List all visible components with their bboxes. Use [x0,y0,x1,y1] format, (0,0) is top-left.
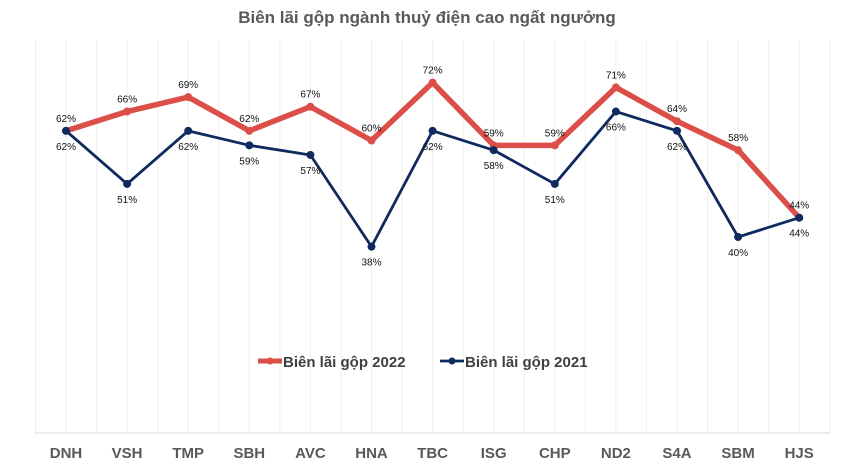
data-label: 38% [361,258,381,269]
data-label: 67% [300,90,320,101]
data-label: 44% [789,229,809,240]
data-label: 62% [178,142,198,153]
data-label: 57% [300,166,320,177]
data-point [306,102,315,111]
data-label: 40% [728,248,748,259]
data-label: 69% [178,80,198,91]
legend-item: Biên lãi gộp 2021 [440,354,588,371]
data-label: 62% [56,114,76,125]
legend-item: Biên lãi gộp 2022 [258,354,406,371]
data-label: 62% [667,142,687,153]
data-label: 59% [545,128,565,139]
data-point [673,126,681,135]
data-point [673,117,681,126]
data-point [367,136,376,145]
x-tick-label: ISG [481,445,507,462]
data-label: 51% [117,195,137,206]
data-point [611,83,620,92]
x-tick-label: SBM [721,445,754,462]
x-tick-label: ND2 [601,445,631,462]
data-point [550,179,559,188]
data-point [306,150,315,159]
data-point [795,213,804,222]
x-tick-label: AVC [295,445,326,462]
x-tick-label: TBC [417,445,448,462]
series-2022: 62% 66% 69% 62% 67% 60% 72% 59% 59% 71% 64% 58% 44% [56,66,809,222]
data-label: 66% [606,123,626,134]
data-label: 62% [56,142,76,153]
data-point [550,141,559,150]
data-label: 58% [484,161,504,172]
data-label: 71% [606,70,626,81]
x-tick-label: HJS [785,445,814,462]
data-label: 51% [545,195,565,206]
data-point [734,233,743,241]
data-point [428,126,437,135]
data-label: 72% [423,66,443,77]
data-label: 59% [239,156,259,167]
data-label: 64% [667,104,687,115]
data-label: 44% [789,201,809,212]
data-point [123,107,132,116]
data-point [611,107,620,116]
x-tick-label: TMP [172,445,204,462]
data-point [123,179,132,188]
data-point [489,146,498,155]
series-2021: 62% 51% 62% 59% 57% 38% 62% 58% 51% 66% 62% 40% 44% [56,107,809,269]
data-label: 60% [361,124,381,135]
x-tick-labels: DNH VSH TMP SBH AVC HNA TBC ISG CHP ND2 S4A SBM HJS [50,445,814,462]
x-tick-label: S4A [662,445,691,462]
x-tick-label: VSH [112,445,143,462]
data-label: 62% [239,114,259,125]
data-point [184,93,193,102]
data-point [245,141,254,150]
chart-title: Biên lãi gộp ngành thuỷ điện cao ngất ng… [238,8,616,27]
data-point [428,78,437,87]
legend-marker [266,357,274,365]
data-label: 58% [728,133,748,144]
x-tick-label: DNH [50,445,83,462]
gridlines [35,40,831,433]
data-point [245,126,254,135]
data-point [367,242,376,251]
x-tick-label: HNA [355,445,388,462]
data-point [184,126,193,135]
series-lines: 62%66%69%62%67%60%72%59% 59%71%64%58%44%6… [56,66,809,269]
x-tick-label: SBH [233,445,265,462]
data-point [62,126,70,135]
data-label: 62% [423,142,443,153]
legend-marker [448,357,456,365]
data-point [734,146,743,155]
legend-label: Biên lãi gộp 2021 [465,354,588,371]
data-label: 59% [484,128,504,139]
legend: Biên lãi gộp 2022 Biên lãi gộp 2021 [258,354,588,371]
data-label: 66% [117,95,137,106]
x-tick-label: CHP [539,445,571,462]
legend-label: Biên lãi gộp 2022 [283,354,406,371]
